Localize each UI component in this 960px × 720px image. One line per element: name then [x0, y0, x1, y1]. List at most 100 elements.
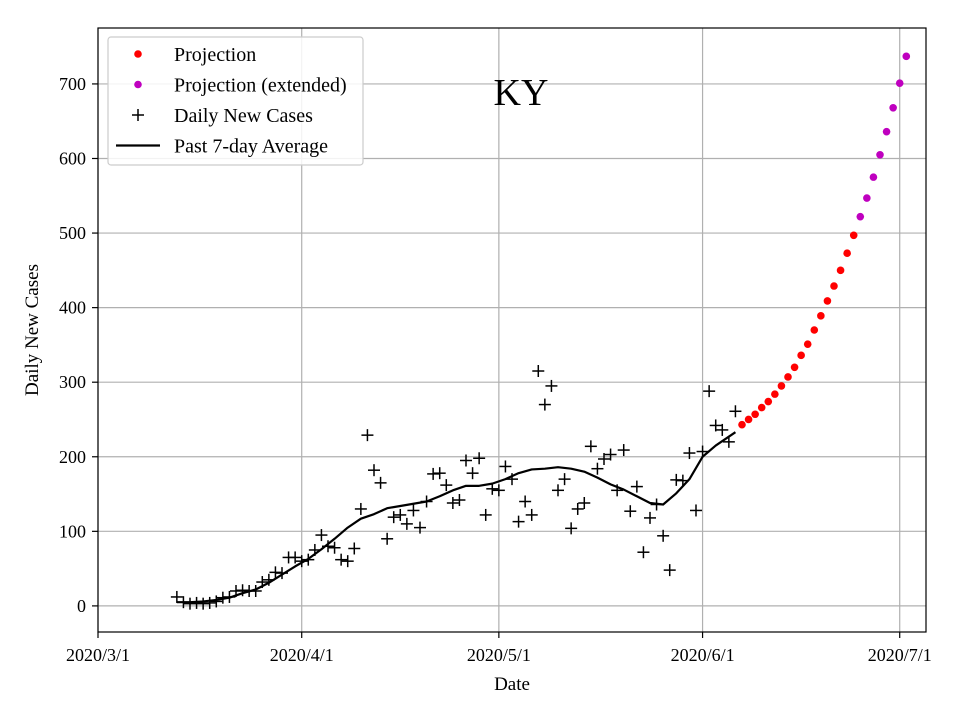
projection-point	[803, 340, 812, 348]
daily-case-point	[644, 511, 656, 524]
daily-case-point	[354, 502, 367, 515]
chart-title: KY	[494, 72, 549, 114]
projection-point	[744, 415, 753, 424]
axis-ticks: 2020/3/1 2020/4/1 2020/5/1 2020/6/1 2020/7/1…	[59, 74, 932, 665]
y-tick-label: 300	[59, 372, 86, 392]
plot-area	[170, 52, 911, 610]
daily-case-point	[709, 419, 722, 432]
daily-case-point	[532, 365, 545, 378]
x-tick-label: 2020/4/1	[270, 645, 334, 665]
daily-case-point	[637, 546, 650, 559]
legend-label: Daily New Cases	[174, 105, 313, 127]
legend-marker-plus	[132, 109, 144, 121]
y-tick-label: 200	[59, 447, 86, 467]
projection-point	[849, 231, 858, 240]
grid	[97, 28, 926, 632]
projection-extended-point	[856, 212, 865, 221]
projection-point	[784, 373, 792, 381]
daily-case-point	[650, 498, 663, 511]
daily-case-point	[473, 452, 486, 465]
daily-case-point	[525, 508, 538, 521]
daily-case-point	[400, 517, 413, 530]
daily-case-point	[499, 460, 512, 473]
x-tick-label: 2020/5/1	[467, 645, 531, 665]
daily-case-point	[262, 573, 275, 586]
legend-box	[107, 36, 364, 166]
daily-case-point	[716, 423, 729, 436]
projection-extended-point	[869, 173, 878, 181]
projection-point	[830, 282, 838, 290]
daily-case-point	[256, 576, 269, 589]
projection-extended-point	[889, 103, 897, 112]
daily-case-point	[722, 435, 735, 448]
daily-case-point	[328, 541, 341, 554]
daily-case-point	[545, 379, 558, 392]
daily-case-point	[703, 385, 716, 398]
daily-case-point	[591, 462, 604, 475]
projection-extended-point	[902, 52, 911, 61]
daily-case-point	[203, 596, 216, 609]
daily-case-point	[177, 596, 190, 609]
daily-case-point	[381, 532, 394, 545]
daily-case-point	[276, 567, 288, 580]
x-axis-label: Date	[494, 674, 530, 695]
axes-frame	[97, 27, 927, 633]
projection-point	[738, 420, 746, 429]
projection-point	[751, 410, 759, 419]
projection-point	[817, 312, 825, 320]
daily-case-point	[479, 508, 492, 521]
daily-case-point	[302, 553, 315, 566]
daily-case-point	[335, 553, 348, 566]
y-tick-label: 0	[77, 596, 86, 616]
projection-point	[764, 397, 773, 406]
x-tick-label: 2020/7/1	[868, 645, 932, 665]
daily-case-point	[558, 473, 571, 486]
daily-case-point	[308, 543, 321, 556]
daily-case-point	[486, 482, 499, 495]
daily-case-point	[420, 495, 433, 508]
daily-case-point	[295, 555, 308, 568]
daily-case-point	[170, 590, 183, 603]
daily-case-point	[696, 445, 709, 458]
daily-case-point	[552, 484, 564, 497]
daily-case-point	[453, 494, 466, 507]
daily-case-point	[210, 595, 223, 608]
y-tick-label: 100	[59, 521, 86, 541]
projection-extended-point	[895, 79, 904, 87]
daily-case-point	[315, 529, 328, 542]
daily-case-point	[519, 495, 532, 508]
daily-case-point	[492, 484, 505, 497]
projection-point	[790, 363, 799, 372]
y-tick-label: 500	[59, 223, 86, 243]
y-tick-label: 600	[59, 148, 86, 168]
legend-label: Past 7-day Average	[174, 136, 328, 158]
daily-case-point	[374, 476, 387, 489]
daily-case-point	[578, 496, 591, 509]
daily-case-point	[611, 484, 624, 497]
daily-case-point	[361, 429, 374, 442]
legend-label: Projection	[174, 44, 256, 66]
daily-case-point	[440, 479, 453, 492]
daily-case-point	[348, 542, 361, 555]
daily-case-point	[414, 521, 426, 534]
daily-case-point	[571, 502, 584, 515]
daily-case-point	[657, 529, 670, 542]
daily-case-point	[341, 555, 354, 568]
daily-case-point	[624, 505, 637, 518]
daily-case-point	[617, 444, 630, 457]
y-axis-label: Daily New Cases	[22, 264, 43, 396]
daily-case-point	[433, 467, 446, 480]
projection-point	[777, 382, 786, 390]
daily-case-point	[322, 540, 334, 553]
projection-point	[823, 297, 832, 305]
daily-case-point	[446, 496, 459, 509]
daily-case-point	[565, 522, 578, 535]
legend-label: Projection (extended)	[174, 75, 347, 97]
legend-marker-dot	[134, 50, 142, 58]
daily-case-point	[368, 464, 380, 477]
daily-case-point	[223, 590, 236, 603]
daily-case-point	[598, 453, 610, 466]
projection-point	[797, 351, 805, 360]
legend-marker-dot	[134, 80, 142, 89]
